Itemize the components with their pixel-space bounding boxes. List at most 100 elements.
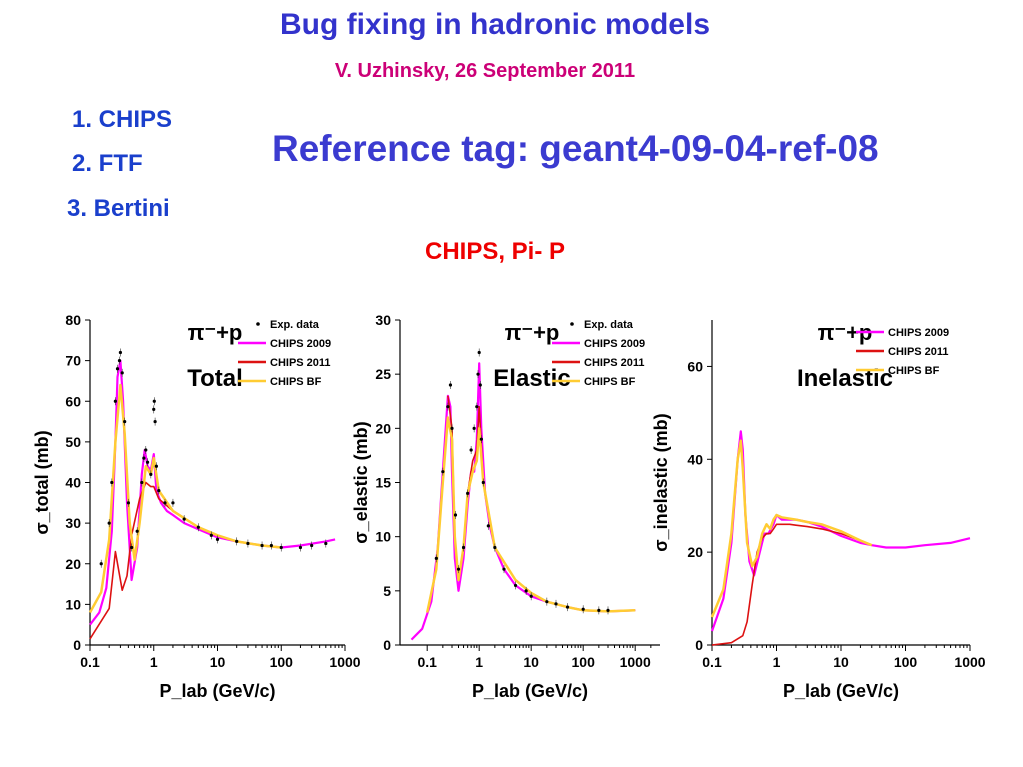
exp-data-point — [110, 480, 114, 485]
chart-subtitle: CHIPS, Pi- P — [424, 238, 566, 265]
exp-data-point — [478, 383, 482, 387]
reaction-label: π⁻+p — [505, 320, 560, 345]
exp-data-point — [453, 513, 458, 517]
x-tick-label: 1000 — [954, 654, 985, 670]
x-axis-label: P_lab (GeV/c) — [472, 681, 588, 701]
x-axis-label: P_lab (GeV/c) — [783, 681, 899, 701]
author-line: V. Uzhinsky, 26 September 2011 — [334, 60, 636, 82]
exp-data-point — [545, 600, 549, 604]
exp-data-point — [524, 589, 528, 593]
y-tick-label: 10 — [375, 529, 391, 545]
y-tick-label: 15 — [375, 475, 391, 491]
x-tick-label: 0.1 — [702, 654, 722, 670]
y-tick-label: 40 — [687, 451, 703, 467]
y-tick-label: 60 — [687, 358, 703, 374]
exp-data-point — [606, 608, 610, 612]
exp-data-point — [441, 470, 445, 474]
exp-data-point — [581, 607, 585, 611]
exp-data-point — [456, 567, 461, 571]
exp-data-point — [554, 602, 558, 606]
x-tick-label: 100 — [572, 654, 596, 670]
exp-data-point — [235, 539, 239, 544]
exp-data-point — [448, 383, 453, 387]
x-tick-label: 0.1 — [417, 654, 437, 670]
exp-data-point — [597, 608, 601, 612]
exp-data-point — [107, 521, 111, 525]
exp-data-point — [115, 367, 120, 371]
exp-data-point — [269, 543, 273, 548]
exp-data-point — [324, 541, 328, 546]
exp-data-point — [260, 543, 264, 548]
exp-data-point — [466, 491, 470, 495]
exp-data-point — [149, 472, 153, 476]
exp-data-point — [157, 489, 161, 493]
exp-data-point — [142, 456, 146, 460]
series-line-chips-bf — [425, 416, 636, 613]
y-axis-label: σ_elastic (mb) — [351, 421, 371, 543]
exp-data-point — [144, 448, 148, 452]
exp-data-point — [154, 464, 158, 468]
exp-data-point — [246, 541, 250, 546]
exp-data-point — [446, 405, 450, 409]
slide-title: Bug fixing in hadronic models — [279, 8, 711, 41]
exp-data-point — [434, 556, 438, 560]
legend-label: Exp. data — [270, 319, 320, 331]
legend-label: CHIPS 2009 — [584, 338, 645, 350]
exp-data-point — [513, 583, 518, 588]
exp-data-point — [502, 567, 506, 571]
series-line-chips-2011 — [711, 523, 873, 646]
series-line-chips-bf — [88, 383, 282, 614]
panel-label: Elastic — [493, 365, 570, 392]
exp-data-point — [118, 350, 123, 355]
exp-data-point — [152, 407, 156, 411]
exp-data-point — [472, 426, 476, 430]
y-tick-label: 20 — [375, 420, 391, 436]
exp-data-point — [196, 525, 200, 529]
legend-label: CHIPS 2009 — [270, 338, 331, 350]
list-item-ftf: 2. FTF — [72, 150, 143, 177]
exp-data-point — [469, 448, 473, 452]
panel-label: Total — [187, 365, 243, 392]
exp-data-point — [565, 605, 570, 609]
list-item-bertini: 3. Bertini — [67, 195, 170, 222]
x-tick-label: 10 — [833, 654, 849, 670]
exp-data-point — [99, 562, 103, 566]
y-axis-label: σ_total (mb) — [32, 430, 52, 534]
y-tick-label: 20 — [687, 544, 703, 560]
list-item-chips: 1. CHIPS — [72, 106, 173, 133]
exp-data-point — [145, 460, 150, 464]
x-tick-label: 1000 — [329, 654, 360, 670]
exp-data-point — [215, 537, 220, 541]
exp-data-point — [163, 501, 167, 505]
x-tick-label: 1000 — [620, 654, 651, 670]
exp-data-point — [117, 359, 122, 363]
y-tick-label: 0 — [73, 637, 81, 653]
legend-marker-exp — [256, 322, 260, 326]
exp-data-point — [298, 545, 303, 550]
x-axis-label: P_lab (GeV/c) — [159, 681, 275, 701]
exp-data-point — [479, 437, 483, 441]
exp-data-point — [461, 545, 466, 550]
exp-data-point — [493, 545, 497, 550]
exp-data-point — [529, 594, 533, 598]
reference-tag: Reference tag: geant4-09-04-ref-08 — [272, 128, 879, 169]
y-tick-label: 0 — [695, 637, 703, 653]
y-tick-label: 70 — [65, 353, 81, 369]
x-tick-label: 1 — [773, 654, 781, 670]
exp-data-point — [171, 501, 175, 505]
legend-label: Exp. data — [584, 319, 634, 331]
exp-data-point — [182, 517, 186, 521]
y-tick-label: 80 — [65, 312, 81, 328]
legend-label: CHIPS BF — [888, 365, 940, 377]
exp-data-point — [481, 480, 485, 485]
y-tick-label: 10 — [65, 596, 81, 612]
exp-data-point — [153, 419, 157, 424]
x-tick-label: 1 — [150, 654, 158, 670]
exp-data-point — [486, 524, 490, 528]
x-tick-label: 0.1 — [80, 654, 100, 670]
x-tick-label: 1 — [475, 654, 483, 670]
y-tick-label: 0 — [383, 637, 391, 653]
